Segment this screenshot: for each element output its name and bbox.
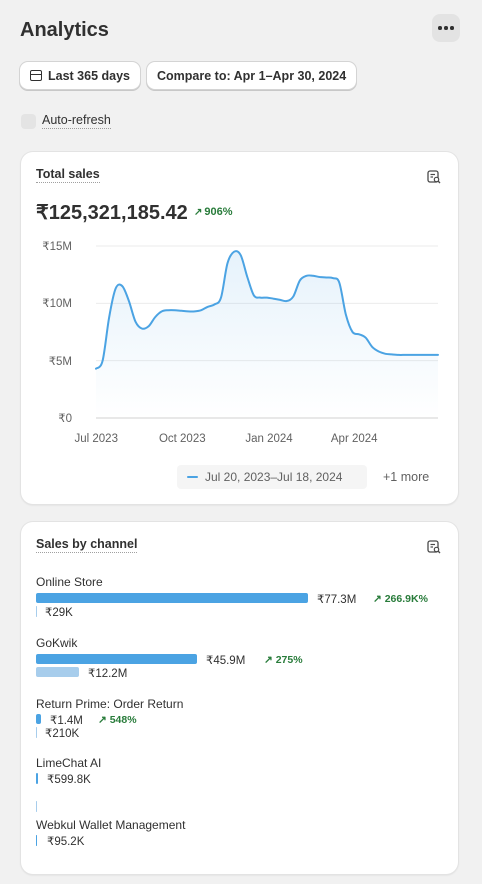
more-series-link[interactable]: +1 more <box>383 470 430 484</box>
date-range-button[interactable]: Last 365 days <box>20 62 140 89</box>
channel-change-value: 275% <box>275 654 303 666</box>
channel-name: LimeChat AI <box>36 756 102 770</box>
y-tick-label: ₹10M <box>42 298 72 311</box>
channel-compare-bar[interactable] <box>36 727 37 738</box>
chart-legend[interactable]: Jul 20, 2023–Jul 18, 2024 <box>177 465 367 489</box>
channel-bar[interactable] <box>36 773 38 784</box>
channel-bar[interactable] <box>36 654 197 664</box>
sales-by-channel-title[interactable]: Sales by channel <box>36 537 138 553</box>
compare-label: Compare to: Apr 1–Apr 30, 2024 <box>157 68 347 83</box>
channel-change-value: 548% <box>109 714 137 726</box>
arrow-up-right-icon: ↗ <box>98 714 110 726</box>
sales-chart[interactable] <box>21 152 458 452</box>
x-tick-label: Jul 2023 <box>74 433 118 445</box>
page-header: Analytics <box>20 14 460 46</box>
sales-line <box>95 250 439 370</box>
arrow-up-right-icon: ↗ <box>194 206 203 218</box>
page-title: Analytics <box>20 19 109 41</box>
auto-refresh-label: Auto-refresh <box>42 113 111 129</box>
arrow-up-right-icon: ↗ <box>264 654 276 666</box>
channel-compare-bar[interactable] <box>36 801 37 812</box>
channel-change: ↗ 266.9K% <box>373 593 428 605</box>
legend-swatch <box>187 476 198 478</box>
legend-label: Jul 20, 2023–Jul 18, 2024 <box>205 470 343 484</box>
total-sales-title[interactable]: Total sales <box>36 167 100 183</box>
x-tick-label: Jan 2024 <box>245 433 293 445</box>
channel-bar[interactable] <box>36 714 41 724</box>
x-tick-label: Apr 2024 <box>330 433 378 445</box>
channel-value: ₹599.8K <box>47 774 91 786</box>
calendar-icon <box>30 70 42 81</box>
more-horizontal-icon <box>438 26 454 30</box>
channel-name: Return Prime: Order Return <box>36 697 184 711</box>
channel-name: Webkul Wallet Management <box>36 818 186 832</box>
channel-value: ₹95.2K <box>47 836 85 848</box>
channel-bar[interactable] <box>36 835 37 846</box>
report-icon[interactable] <box>427 540 441 554</box>
channel-value: ₹77.3M <box>317 594 357 606</box>
channel-compare-value: ₹29K <box>45 607 73 619</box>
total-sales-change: ↗ 906% <box>194 206 233 218</box>
sales-by-channel-card: Sales by channel Online Store ₹77.3M ↗ 2… <box>21 522 458 874</box>
x-tick-label: Oct 2023 <box>158 433 206 445</box>
channel-bar[interactable] <box>36 593 308 603</box>
channel-compare-bar[interactable] <box>36 606 37 617</box>
arrow-up-right-icon: ↗ <box>373 593 385 605</box>
channel-value: ₹1.4M <box>50 715 83 727</box>
channel-value: ₹45.9M <box>206 655 246 667</box>
more-actions-button[interactable] <box>432 14 460 42</box>
channel-name: GoKwik <box>36 636 78 650</box>
filter-bar: Last 365 days Compare to: Apr 1–Apr 30, … <box>20 62 357 89</box>
channel-change: ↗ 275% <box>264 654 303 666</box>
auto-refresh-checkbox[interactable] <box>21 113 36 129</box>
total-sales-card: Total sales ₹125,321,185.42 ↗ 906% ₹0 ₹5M… <box>21 152 458 504</box>
channel-compare-value: ₹12.2M <box>88 668 128 680</box>
channel-change: ↗ 548% <box>98 714 137 726</box>
auto-refresh-toggle[interactable]: Auto-refresh <box>21 113 111 129</box>
channel-compare-value: ₹210K <box>45 728 80 740</box>
report-icon[interactable] <box>427 170 441 184</box>
compare-button[interactable]: Compare to: Apr 1–Apr 30, 2024 <box>147 62 357 89</box>
y-tick-label: ₹15M <box>42 241 72 253</box>
y-tick-label: ₹5M <box>48 355 72 368</box>
total-sales-value: ₹125,321,185.42 <box>36 202 188 224</box>
channel-change-value: 266.9K% <box>384 593 428 605</box>
total-sales-change-value: 906% <box>204 206 233 218</box>
y-tick-label: ₹0 <box>58 413 72 425</box>
sales-area <box>96 251 438 418</box>
channel-compare-bar[interactable] <box>36 667 79 677</box>
channel-name: Online Store <box>36 575 103 589</box>
date-range-label: Last 365 days <box>48 68 130 83</box>
